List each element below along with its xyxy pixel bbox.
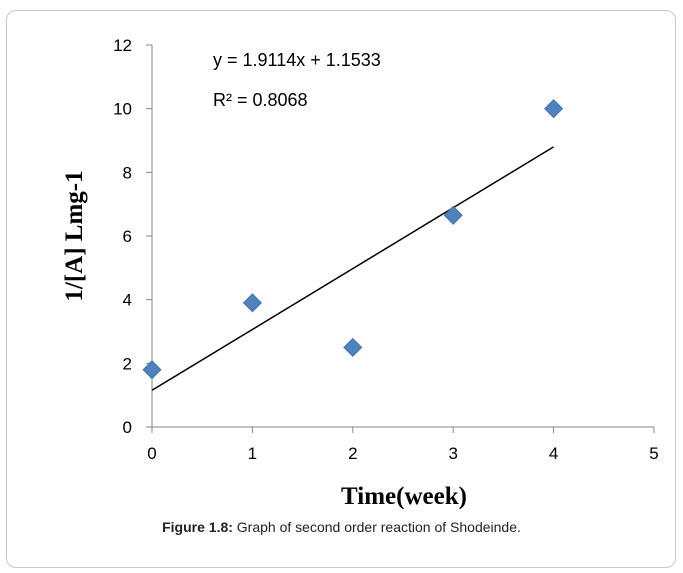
y-tick-labels: 0 2 4 6 8 10 12 xyxy=(113,36,132,437)
r2-label: R² = 0.8068 xyxy=(213,90,308,110)
trendline xyxy=(151,146,554,391)
caption-text: Graph of second order reaction of Shodei… xyxy=(232,519,521,535)
data-point-marker xyxy=(343,337,363,357)
x-tick-label: 2 xyxy=(348,444,357,463)
data-point-marker xyxy=(142,360,162,380)
y-tick-label: 2 xyxy=(123,354,132,373)
y-tick-label: 8 xyxy=(123,163,132,182)
x-tick-label: 4 xyxy=(549,444,558,463)
y-tick-label: 12 xyxy=(113,36,132,55)
x-axis-title: Time(week) xyxy=(341,483,467,510)
x-tick-label: 1 xyxy=(248,444,257,463)
y-tick-label: 0 xyxy=(123,418,132,437)
y-tick-label: 4 xyxy=(123,291,132,310)
trendline-group xyxy=(151,146,554,391)
caption-label: Figure 1.8: xyxy=(162,519,233,535)
x-tick-label: 0 xyxy=(147,444,156,463)
data-point-marker xyxy=(242,293,262,313)
equation-label: y = 1.9114x + 1.1533 xyxy=(213,50,381,70)
figure-frame xyxy=(6,10,676,568)
x-tick-labels: 0 1 2 3 4 5 xyxy=(147,444,658,463)
y-tick-label: 6 xyxy=(123,227,132,246)
data-point-marker xyxy=(544,99,564,119)
y-axis-title: 1/[A] Lmg-1 xyxy=(61,170,88,301)
data-markers xyxy=(142,99,564,380)
x-tick-label: 3 xyxy=(448,444,457,463)
data-point-marker xyxy=(443,205,463,225)
x-tick-label: 5 xyxy=(649,444,658,463)
y-tick-label: 10 xyxy=(113,100,132,119)
figure-caption: Figure 1.8: Graph of second order reacti… xyxy=(0,519,683,535)
